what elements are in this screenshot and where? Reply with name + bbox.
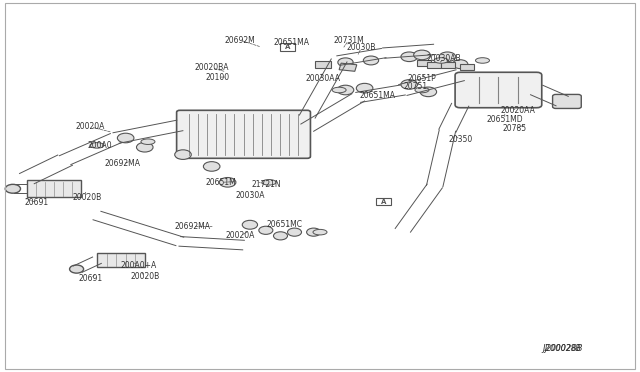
Bar [27, 180, 81, 197]
Bar [376, 198, 392, 205]
Circle shape [70, 265, 84, 273]
FancyBboxPatch shape [552, 94, 581, 109]
Circle shape [420, 87, 436, 97]
Text: 20350: 20350 [448, 135, 472, 144]
Text: 20691: 20691 [79, 274, 102, 283]
Text: 20030AB: 20030AB [427, 54, 461, 63]
Text: 20020B: 20020B [73, 193, 102, 202]
Circle shape [401, 52, 417, 62]
Text: 20020AA: 20020AA [500, 106, 535, 115]
Circle shape [452, 60, 468, 68]
Text: 20731M: 20731M [333, 36, 364, 45]
Circle shape [307, 228, 321, 236]
Circle shape [364, 56, 379, 65]
Circle shape [259, 226, 273, 234]
Text: 20692M: 20692M [225, 36, 256, 45]
Circle shape [273, 232, 287, 240]
FancyBboxPatch shape [455, 72, 541, 108]
Ellipse shape [90, 142, 104, 148]
Circle shape [204, 161, 220, 171]
Circle shape [243, 220, 257, 229]
Text: 20691: 20691 [24, 198, 49, 207]
Ellipse shape [332, 87, 346, 93]
Text: 21721N: 21721N [251, 180, 281, 189]
Text: 20651MA: 20651MA [359, 91, 396, 100]
Text: 20030AA: 20030AA [306, 74, 340, 83]
Bar [97, 253, 145, 267]
Text: 20751: 20751 [404, 82, 428, 91]
Text: 20100: 20100 [206, 73, 230, 81]
Text: 20030B: 20030B [347, 43, 376, 52]
Ellipse shape [262, 180, 276, 185]
Bar [339, 63, 356, 71]
Text: 20692MA: 20692MA [104, 159, 140, 169]
Circle shape [175, 150, 191, 160]
Ellipse shape [141, 139, 155, 144]
Text: 20030A: 20030A [235, 191, 265, 200]
Text: 20651M: 20651M [206, 178, 237, 187]
Ellipse shape [415, 87, 429, 93]
Ellipse shape [313, 230, 327, 235]
Text: 20785: 20785 [502, 124, 527, 133]
Circle shape [401, 80, 417, 89]
Text: 200A0+A: 200A0+A [120, 261, 157, 270]
Text: 20651MD: 20651MD [486, 115, 523, 124]
Text: 200A0: 200A0 [88, 141, 113, 150]
Ellipse shape [476, 58, 490, 63]
Circle shape [220, 177, 236, 187]
Circle shape [338, 58, 353, 67]
Text: A: A [285, 44, 290, 50]
Bar [280, 44, 295, 51]
Bar [441, 62, 455, 68]
Ellipse shape [434, 58, 448, 63]
Circle shape [136, 142, 153, 152]
Bar [427, 62, 441, 68]
Text: 20651MC: 20651MC [267, 220, 303, 229]
Circle shape [356, 83, 373, 93]
FancyBboxPatch shape [177, 110, 310, 158]
Circle shape [287, 228, 301, 236]
Text: J200028B: J200028B [544, 344, 580, 353]
Circle shape [413, 50, 430, 60]
Bar [460, 64, 474, 70]
Text: 20651MA: 20651MA [273, 38, 309, 46]
Circle shape [337, 85, 354, 95]
Text: A: A [381, 199, 387, 205]
Bar [315, 61, 331, 68]
Text: 20651P: 20651P [408, 74, 436, 83]
Circle shape [5, 185, 20, 193]
Text: J200028B: J200028B [542, 344, 582, 353]
Text: 20020B: 20020B [130, 272, 159, 281]
Text: 20020A: 20020A [226, 231, 255, 240]
Text: 20020A: 20020A [76, 122, 106, 131]
Text: 20020BA: 20020BA [195, 63, 229, 72]
Text: 20692MA: 20692MA [175, 222, 211, 231]
Circle shape [117, 133, 134, 143]
Circle shape [439, 52, 456, 62]
Bar [417, 60, 431, 66]
